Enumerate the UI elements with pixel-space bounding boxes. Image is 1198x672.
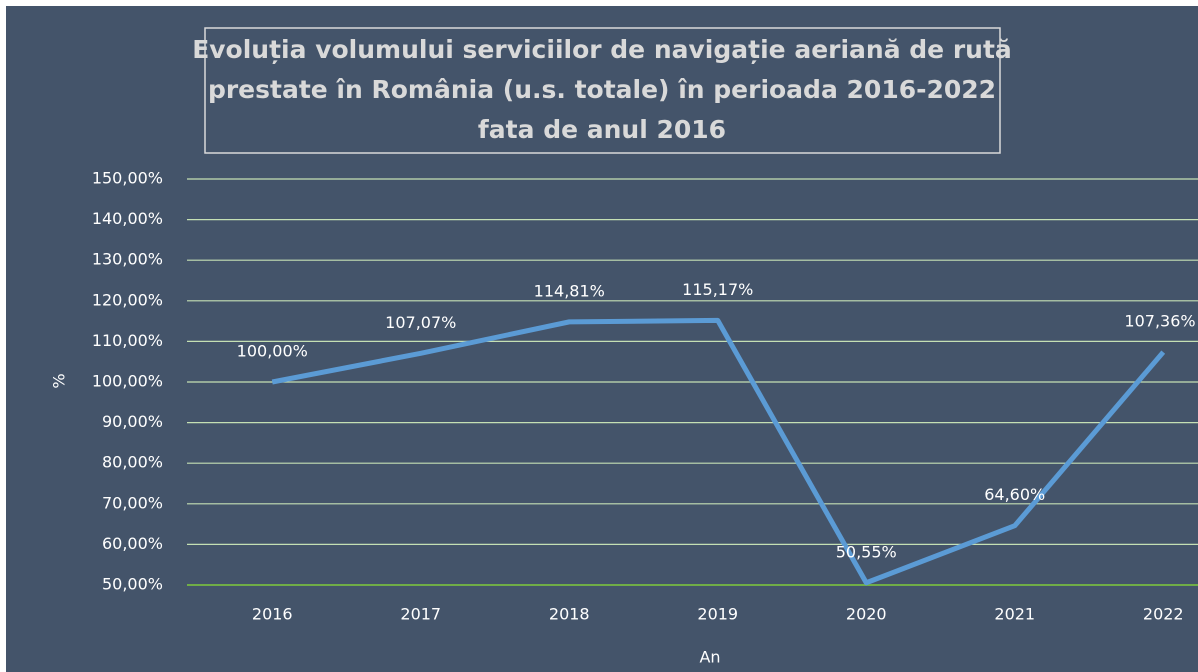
- data-label: 107,07%: [385, 313, 456, 332]
- x-tick-label: 2017: [400, 605, 441, 624]
- data-label: 114,81%: [534, 281, 605, 300]
- y-tick-label: 90,00%: [102, 412, 163, 431]
- x-axis-label: An: [699, 648, 720, 667]
- data-label: 115,17%: [682, 280, 753, 299]
- y-axis-label: %: [50, 373, 69, 388]
- x-tick-label: 2016: [252, 605, 293, 624]
- y-tick-label: 140,00%: [92, 209, 163, 228]
- x-tick-label: 2022: [1143, 605, 1184, 624]
- chart-title: prestate în România (u.s. totale) în per…: [208, 75, 996, 104]
- chart-title: fata de anul 2016: [478, 115, 726, 144]
- y-tick-label: 80,00%: [102, 453, 163, 472]
- x-tick-label: 2018: [549, 605, 590, 624]
- line: [271, 317, 1166, 586]
- y-tick-label: 70,00%: [102, 493, 163, 512]
- y-tick-label: 150,00%: [92, 169, 163, 188]
- y-tick-label: 110,00%: [92, 331, 163, 350]
- data-label: 100,00%: [237, 342, 308, 361]
- y-tick-label: 100,00%: [92, 372, 163, 391]
- data-label: 50,55%: [836, 542, 897, 561]
- y-tick-label: 130,00%: [92, 250, 163, 269]
- y-tick-label: 120,00%: [92, 290, 163, 309]
- x-tick-label: 2019: [697, 605, 738, 624]
- x-tick-label: 2021: [994, 605, 1035, 624]
- chart-background: [6, 6, 1198, 672]
- y-tick-label: 50,00%: [102, 575, 163, 594]
- chart-title: Evoluția volumului serviciilor de naviga…: [192, 35, 1012, 64]
- x-tick-label: 2020: [846, 605, 887, 624]
- y-tick-label: 60,00%: [102, 534, 163, 553]
- title-box: [204, 27, 1001, 154]
- data-label: 64,60%: [984, 485, 1045, 504]
- data-label: 107,36%: [1124, 312, 1195, 331]
